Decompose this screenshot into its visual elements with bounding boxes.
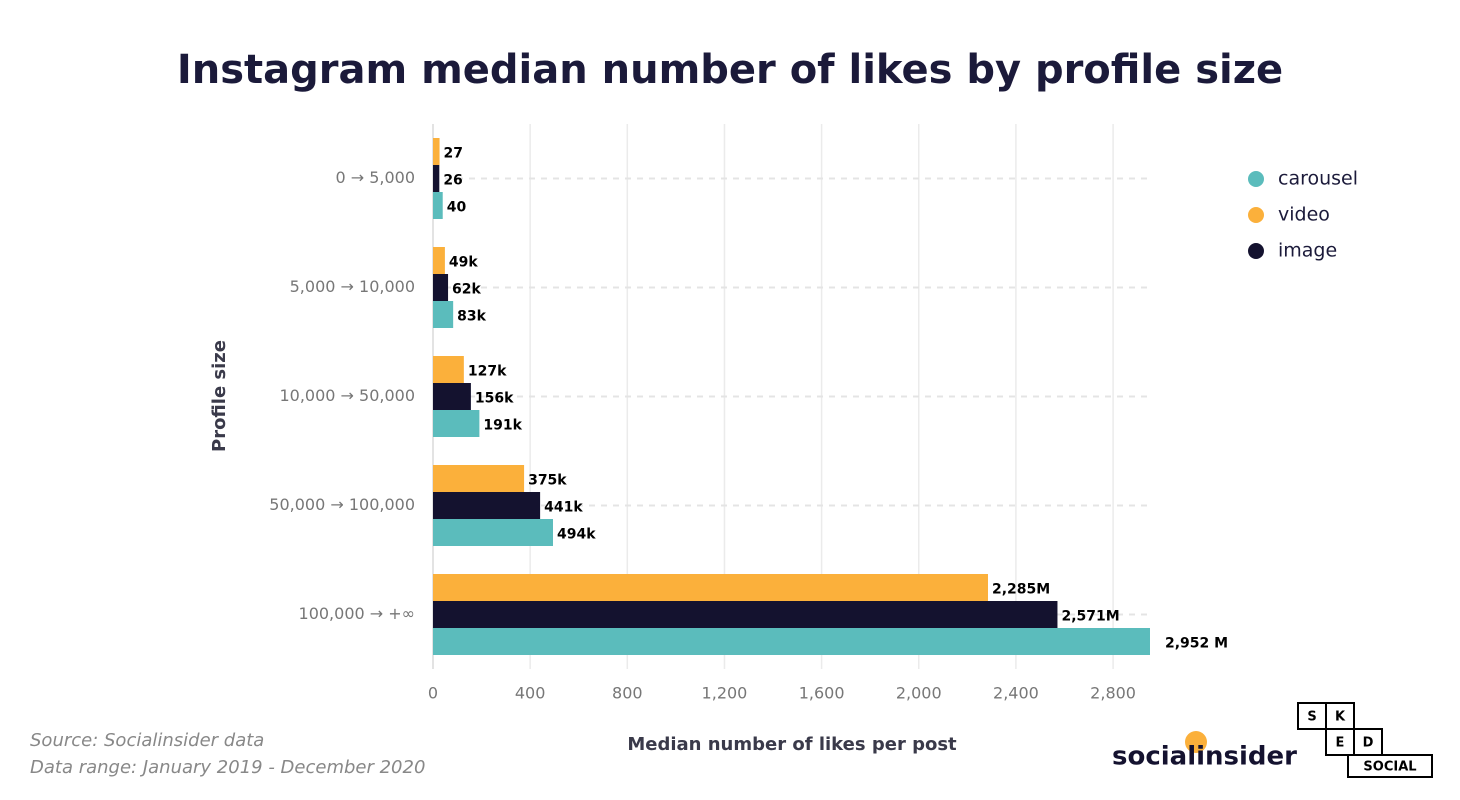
bar bbox=[433, 410, 480, 437]
chart-title: Instagram median number of likes by prof… bbox=[177, 47, 1283, 93]
bar bbox=[433, 492, 541, 519]
sked-letter: E bbox=[1336, 736, 1345, 751]
x-tick-label: 0 bbox=[428, 684, 438, 703]
x-tick-label: 2,400 bbox=[993, 684, 1039, 703]
value-label: 27 bbox=[444, 146, 463, 162]
bar bbox=[433, 601, 1058, 628]
value-label: 494k bbox=[557, 527, 596, 543]
value-label: 127k bbox=[468, 364, 507, 380]
bar bbox=[433, 247, 445, 274]
sked-letter: K bbox=[1335, 710, 1346, 725]
sked-letter: S bbox=[1307, 710, 1316, 725]
sked-logo bbox=[1297, 702, 1433, 778]
y-tick-label: 50,000 → 100,000 bbox=[269, 495, 415, 514]
brand-logo: socialinsider bbox=[1112, 742, 1297, 772]
legend-marker bbox=[1248, 243, 1264, 259]
value-label: 26 bbox=[443, 173, 462, 189]
bar bbox=[433, 301, 454, 328]
legend-label: image bbox=[1278, 240, 1337, 262]
value-label: 83k bbox=[457, 309, 486, 325]
source-note: Source: Socialinsider data bbox=[30, 730, 264, 751]
value-label: 49k bbox=[449, 255, 478, 271]
x-axis-label: Median number of likes per post bbox=[627, 734, 957, 755]
y-tick-label: 5,000 → 10,000 bbox=[290, 277, 415, 296]
x-tick-label: 2,000 bbox=[896, 684, 942, 703]
legend-marker bbox=[1248, 207, 1264, 223]
value-label: 156k bbox=[475, 391, 514, 407]
value-label: 62k bbox=[452, 282, 481, 298]
y-tick-label: 0 → 5,000 bbox=[335, 168, 415, 187]
sked-letter: SOCIAL bbox=[1363, 760, 1416, 775]
bar bbox=[433, 356, 464, 383]
bar bbox=[433, 138, 440, 165]
bar bbox=[433, 628, 1150, 655]
brand-dot bbox=[1185, 731, 1207, 753]
x-tick-label: 1,600 bbox=[799, 684, 845, 703]
y-axis-label: Profile size bbox=[209, 340, 230, 452]
value-label: 191k bbox=[483, 418, 522, 434]
legend-label: video bbox=[1278, 204, 1330, 226]
bar bbox=[433, 465, 525, 492]
y-tick-label: 10,000 → 50,000 bbox=[279, 386, 415, 405]
x-tick-label: 400 bbox=[515, 684, 546, 703]
bar bbox=[433, 519, 553, 546]
bar bbox=[433, 165, 440, 192]
value-label: 2,571M bbox=[1061, 609, 1119, 625]
bar bbox=[433, 383, 471, 410]
bar bbox=[433, 274, 449, 301]
x-tick-label: 1,200 bbox=[702, 684, 748, 703]
value-label: 375k bbox=[528, 473, 567, 489]
value-label: 441k bbox=[544, 500, 583, 516]
legend-marker bbox=[1248, 171, 1264, 187]
value-label: 40 bbox=[447, 200, 467, 216]
value-label: 2,952 M bbox=[1165, 636, 1228, 652]
legend-label: carousel bbox=[1278, 168, 1358, 190]
value-label: 2,285M bbox=[992, 582, 1050, 598]
bar bbox=[433, 192, 443, 219]
y-tick-label: 100,000 → +∞ bbox=[299, 604, 415, 623]
sked-letter: D bbox=[1363, 736, 1374, 751]
x-tick-label: 800 bbox=[612, 684, 643, 703]
x-tick-label: 2,800 bbox=[1090, 684, 1136, 703]
bar bbox=[433, 574, 988, 601]
range-note: Data range: January 2019 - December 2020 bbox=[30, 757, 425, 778]
